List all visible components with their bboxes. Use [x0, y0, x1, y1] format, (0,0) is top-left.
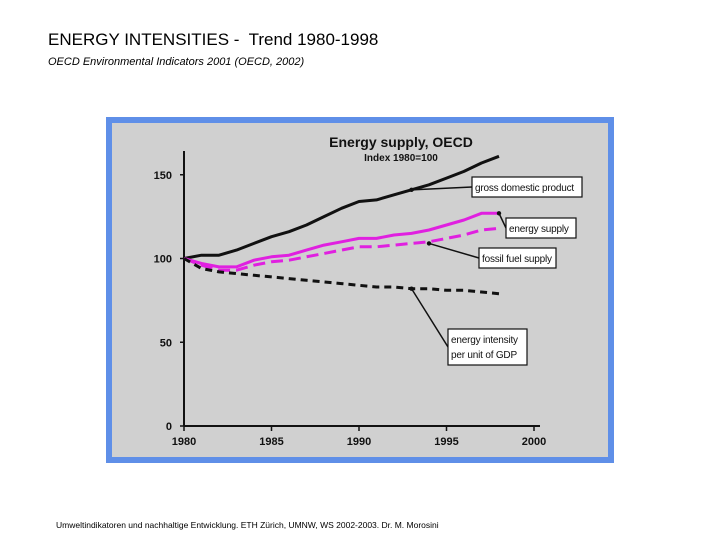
- annotation-label-fossil-fuel-supply: fossil fuel supply: [482, 254, 552, 265]
- y-tick-label: 150: [154, 170, 172, 182]
- plot-background: [112, 123, 608, 457]
- slide-subtitle: OECD Environmental Indicators 2001 (OECD…: [48, 56, 305, 68]
- series-line-gdp: [183, 154, 500, 260]
- annotation-leader-gdp: [411, 186, 473, 191]
- annotation-label-energy-intensity: per unit of GDP: [451, 350, 517, 361]
- annotation-label-energy-intensity: energy intensity: [451, 335, 518, 346]
- x-tick-label: 1990: [347, 436, 371, 448]
- y-tick-label: 50: [160, 337, 172, 349]
- annotation-dot-energy-supply: [496, 211, 502, 216]
- annotation-label-gdp: gross domestic product: [475, 183, 574, 194]
- series-line-energy-supply: [183, 211, 499, 269]
- slide-footer: Umweltindikatoren und nachhaltige Entwic…: [56, 520, 439, 530]
- energy-chart: Energy supply, OECD Index 1980=100 0 50 100 1…: [112, 123, 608, 457]
- x-tick-label: 1985: [259, 436, 283, 448]
- annotation-dot-fossil-fuel-supply: [426, 241, 432, 246]
- chart-subtitle: Index 1980=100: [364, 153, 438, 164]
- x-tick-label: 2000: [522, 436, 546, 448]
- series-line-fossil-fuel-supply: [183, 226, 500, 272]
- annotation-box-energy-intensity: [447, 328, 528, 366]
- annotation-label-energy-supply: energy supply: [509, 224, 569, 235]
- annotation-leader-energy-supply: [498, 212, 507, 229]
- chart-title: Energy supply, OECD: [329, 134, 473, 150]
- series-line-energy-intensity: [183, 257, 500, 296]
- y-tick-label: 0: [166, 421, 172, 433]
- annotation-dot-energy-intensity: [409, 286, 414, 291]
- annotation-box-fossil-fuel-supply: [478, 247, 557, 269]
- annotation-leader-energy-intensity: [410, 288, 449, 348]
- annotation-dot-gdp: [409, 187, 414, 193]
- x-tick-label: 1980: [172, 436, 196, 448]
- x-tick-label: 1995: [434, 436, 458, 448]
- slide-title: ENERGY INTENSITIES - Trend 1980-1998: [48, 30, 379, 49]
- y-tick-label: 100: [154, 254, 172, 266]
- chart-frame: Energy supply, OECD Index 1980=100 0 50 100 1…: [106, 117, 614, 463]
- annotation-box-energy-supply: [505, 217, 577, 239]
- annotation-box-gdp: [471, 176, 583, 198]
- annotation-leader-fossil-fuel-supply: [428, 242, 480, 259]
